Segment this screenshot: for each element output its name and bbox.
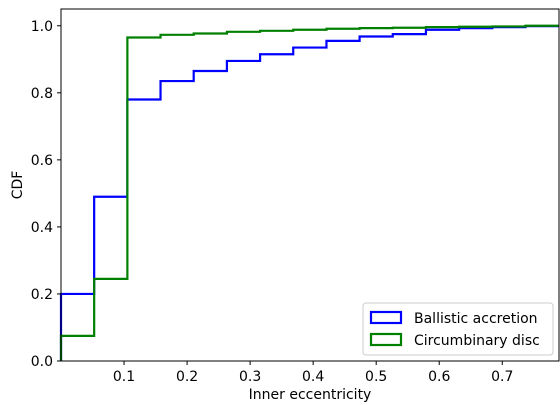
x-axis-label: Inner eccentricity bbox=[249, 387, 372, 403]
series-line-circumbinary-disc bbox=[59, 24, 559, 361]
x-tick-label: 0.1 bbox=[113, 369, 135, 385]
y-tick-label: 0.8 bbox=[31, 86, 53, 102]
x-tick-label: 0.2 bbox=[176, 369, 198, 385]
legend: Ballistic accretion Circumbinary disc bbox=[362, 302, 554, 356]
y-axis: 0.0 0.2 0.4 0.6 0.8 1.0 bbox=[31, 19, 61, 370]
y-axis-label: CDF bbox=[10, 171, 26, 200]
legend-swatch bbox=[369, 332, 403, 347]
x-tick-label: 0.6 bbox=[428, 369, 450, 385]
y-tick-label: 0.6 bbox=[31, 153, 53, 169]
legend-entry-label: Circumbinary disc bbox=[414, 333, 540, 349]
y-tick-label: 1.0 bbox=[31, 19, 53, 35]
legend-box bbox=[362, 302, 554, 356]
x-tick-label: 0.5 bbox=[365, 369, 387, 385]
y-tick-label: 0.0 bbox=[31, 354, 53, 370]
x-tick-label: 0.3 bbox=[239, 369, 261, 385]
x-tick-label: 0.4 bbox=[302, 369, 324, 385]
legend-swatch bbox=[369, 310, 403, 325]
legend-entry-label: Ballistic accretion bbox=[414, 311, 538, 327]
x-tick-label: 0.7 bbox=[491, 369, 513, 385]
plot-frame bbox=[60, 8, 560, 362]
y-tick-label: 0.2 bbox=[31, 287, 53, 303]
y-tick-label: 0.4 bbox=[31, 220, 53, 236]
x-axis: 0.1 0.2 0.3 0.4 0.5 0.6 0.7 bbox=[113, 361, 513, 385]
series-layer bbox=[59, 24, 559, 361]
